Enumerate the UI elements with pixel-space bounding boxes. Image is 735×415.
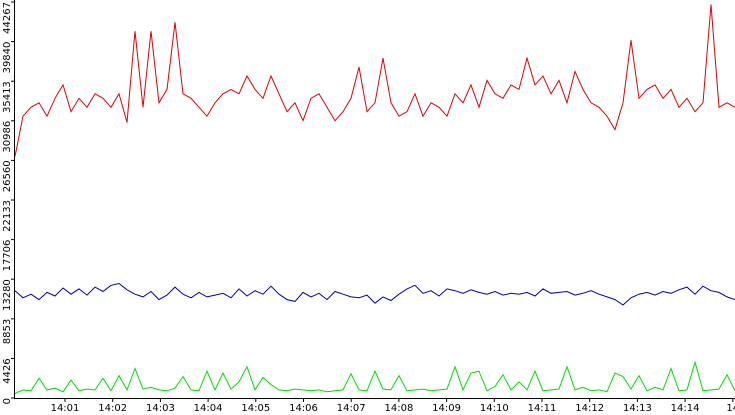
y-tick-label: 44267 xyxy=(2,2,13,34)
x-tick-label: 14:10 xyxy=(480,403,509,414)
series-line xyxy=(14,4,735,157)
x-tick-label: 14:02 xyxy=(98,403,127,414)
y-tick-label: 17706 xyxy=(2,240,13,272)
x-tick-label: 14:05 xyxy=(241,403,270,414)
x-tick-label: 14:07 xyxy=(337,403,366,414)
x-tick-label: 14:14 xyxy=(671,403,700,414)
y-tick-label: 8853 xyxy=(2,319,13,344)
x-tick-label: 14:13 xyxy=(623,403,652,414)
y-tick-label: 26560 xyxy=(2,160,13,192)
x-tick-label: 14:12 xyxy=(575,403,604,414)
y-tick-label: 13280 xyxy=(2,279,13,311)
series-line xyxy=(14,282,735,306)
x-tick-label: 14:06 xyxy=(289,403,318,414)
x-tick-label: 14:04 xyxy=(194,403,223,414)
x-tick-label: 14 xyxy=(726,403,735,414)
y-tick-label: 4426 xyxy=(2,358,13,383)
x-tick-label: 14:08 xyxy=(384,403,413,414)
series-line xyxy=(14,360,735,394)
y-tick-label: 0 xyxy=(2,398,13,404)
y-tick-label: 39840 xyxy=(2,42,13,74)
y-tick-label: 22133 xyxy=(2,200,13,232)
x-tick-label: 14:01 xyxy=(51,403,80,414)
x-tick-label: 14:09 xyxy=(432,403,461,414)
y-tick-label: 35413 xyxy=(2,81,13,113)
y-tick-label: 30986 xyxy=(2,121,13,153)
x-tick-label: 14:11 xyxy=(528,403,557,414)
x-tick-label: 14:03 xyxy=(146,403,175,414)
